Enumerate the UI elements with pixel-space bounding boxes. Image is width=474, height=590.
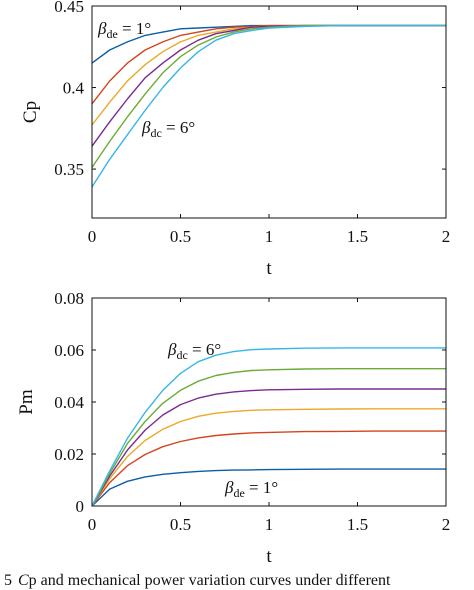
x-tick-label: 2	[442, 515, 451, 534]
x-tick-label: 2	[442, 227, 451, 246]
series-line-5	[91, 368, 446, 507]
y-tick-label: 0.35	[54, 160, 84, 179]
beta-annotation: βdc = 6°	[141, 118, 195, 140]
series-line-6	[91, 347, 446, 507]
y-tick-label: 0.08	[54, 289, 84, 308]
beta-annotation: βdc = 6°	[167, 340, 221, 362]
beta-annotation: βde = 1°	[224, 478, 278, 500]
series-line-5	[91, 24, 446, 168]
x-tick-label: 1	[265, 227, 274, 246]
y-tick-label: 0.06	[54, 341, 84, 360]
x-tick-label: 0	[88, 227, 97, 246]
cp-chart: 0 0.5 1 1.5 2 0.35 0.4 0.45 t Cp βde = 1° βdc = 6°	[20, 0, 450, 279]
x-tick-label: 1.5	[347, 515, 368, 534]
plot-frame	[91, 297, 447, 507]
x-axis-label: t	[266, 258, 272, 279]
x-tick-label: 1	[265, 515, 274, 534]
x-tick-label: 1.5	[347, 227, 368, 246]
y-tick-label: 0.4	[63, 79, 85, 98]
series-line-3	[91, 408, 446, 507]
x-axis-label: t	[266, 546, 272, 567]
series-line-2	[91, 430, 446, 507]
y-tick-label: 0.02	[54, 445, 84, 464]
y-axis-label: Cp	[20, 101, 41, 123]
figure-caption: 5 Cp and mechanical power variation curve…	[4, 572, 391, 589]
series-line-1	[91, 468, 446, 507]
y-tick-label: 0.04	[54, 393, 84, 412]
x-tick-label: 0.5	[170, 515, 191, 534]
x-tick-label: 0.5	[170, 227, 191, 246]
series-line-6	[91, 24, 446, 188]
beta-annotation: βde = 1°	[97, 19, 151, 41]
series-line-4	[91, 388, 446, 507]
y-tick-label: 0.45	[54, 0, 84, 16]
x-tick-label: 0	[88, 515, 97, 534]
y-tick-label: 0	[76, 497, 85, 516]
y-axis-label: Pm	[16, 389, 37, 415]
pm-chart: 0 0.5 1 1.5 2 0 0.02 0.04 0.06 0.08 t Pm βdc = 6° βde…	[16, 289, 450, 567]
